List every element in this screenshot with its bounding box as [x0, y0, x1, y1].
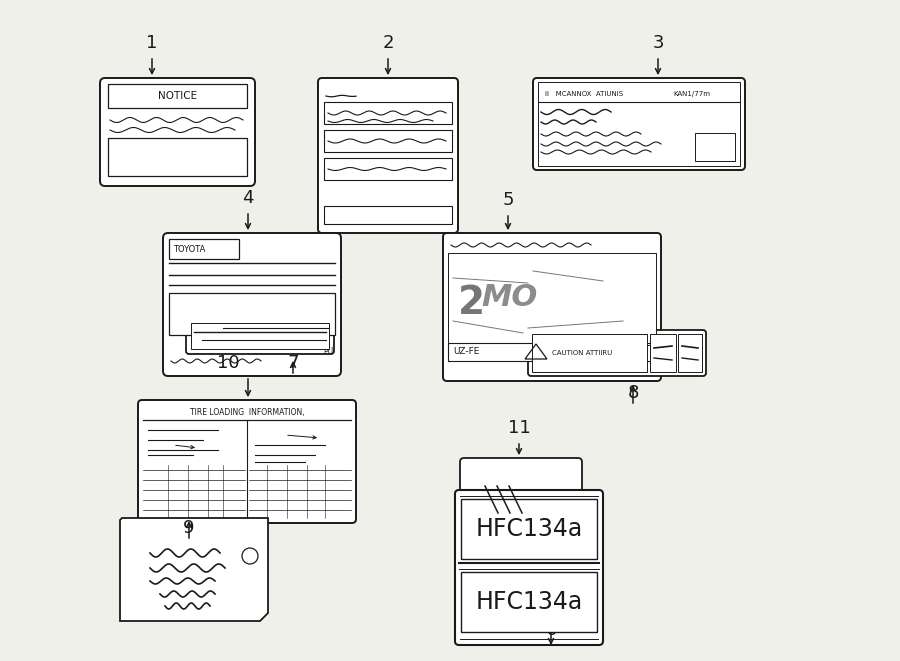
FancyBboxPatch shape — [443, 233, 661, 381]
FancyBboxPatch shape — [318, 78, 458, 233]
FancyBboxPatch shape — [186, 318, 334, 354]
Text: 2: 2 — [382, 34, 394, 52]
FancyBboxPatch shape — [163, 233, 341, 376]
Text: 4: 4 — [242, 189, 254, 207]
Text: 10: 10 — [217, 354, 239, 372]
Bar — [169, 293, 335, 335]
Text: TOYOTA: TOYOTA — [173, 245, 205, 254]
Bar — [461, 572, 597, 632]
Bar — [461, 499, 597, 559]
Text: PU: PU — [323, 346, 333, 356]
Polygon shape — [120, 518, 268, 621]
FancyBboxPatch shape — [528, 330, 706, 376]
Bar — [448, 343, 656, 361]
FancyBboxPatch shape — [455, 490, 603, 645]
Text: KAN1/77m: KAN1/77m — [673, 91, 710, 97]
Bar — [324, 130, 452, 152]
Text: UZ-FE: UZ-FE — [453, 348, 480, 356]
Bar — [538, 82, 740, 166]
Text: 2: 2 — [458, 284, 485, 322]
Text: MO: MO — [481, 284, 537, 313]
FancyBboxPatch shape — [138, 400, 356, 523]
Text: 9: 9 — [184, 519, 194, 537]
Text: 5: 5 — [502, 191, 514, 209]
Text: 1: 1 — [147, 34, 158, 52]
Bar — [650, 334, 676, 372]
Text: HFC134a: HFC134a — [475, 517, 582, 541]
Text: 6: 6 — [545, 621, 557, 639]
Text: 7: 7 — [287, 354, 299, 372]
Bar — [678, 334, 702, 372]
Bar — [324, 206, 452, 224]
Text: 11: 11 — [508, 419, 530, 437]
Text: 3: 3 — [652, 34, 664, 52]
Bar — [695, 133, 735, 161]
FancyBboxPatch shape — [460, 458, 582, 546]
Bar — [108, 138, 247, 176]
Text: 8: 8 — [627, 384, 639, 402]
Bar — [324, 158, 452, 180]
Text: CATALYST: CATALYST — [266, 338, 302, 348]
Bar — [191, 323, 329, 349]
Text: TIRE LOADING  INFORMATION,: TIRE LOADING INFORMATION, — [190, 408, 304, 418]
Bar — [448, 253, 656, 359]
Bar — [169, 239, 239, 259]
Text: HFC134a: HFC134a — [475, 590, 582, 614]
Bar — [108, 84, 247, 108]
FancyBboxPatch shape — [100, 78, 255, 186]
Bar — [324, 102, 452, 124]
Text: NOTICE: NOTICE — [158, 91, 197, 101]
Text: L 1: L 1 — [623, 348, 635, 358]
Text: CAUTION ATTIIRU: CAUTION ATTIIRU — [552, 350, 612, 356]
Text: il   MCANNOX  ATIUNIS: il MCANNOX ATIUNIS — [545, 91, 623, 97]
Bar — [621, 345, 653, 361]
FancyBboxPatch shape — [533, 78, 745, 170]
Bar — [532, 334, 647, 372]
